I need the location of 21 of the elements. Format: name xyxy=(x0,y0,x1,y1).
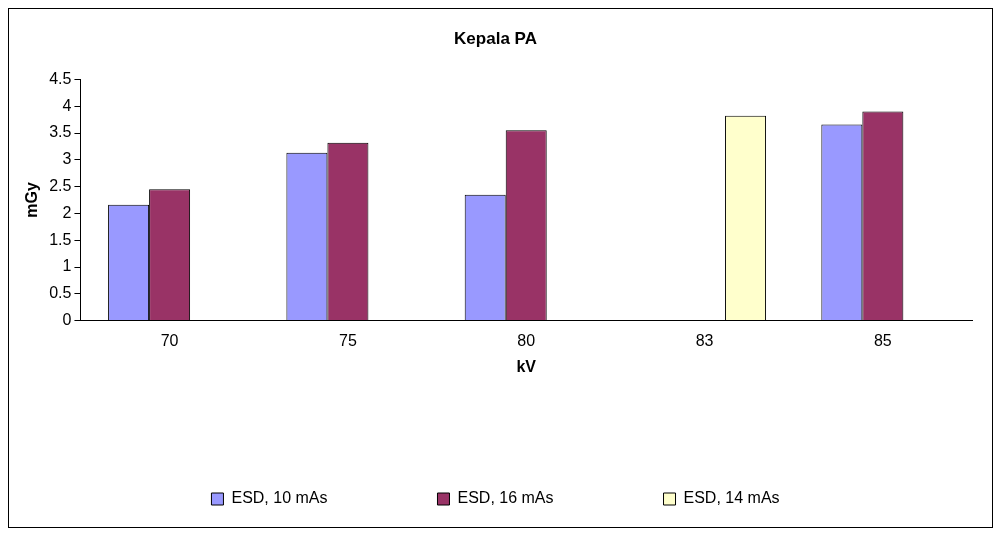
x-tick-label: 80 xyxy=(517,331,536,349)
y-tick-label: 2.5 xyxy=(49,177,72,195)
y-tick-label: 4 xyxy=(62,96,72,114)
y-axis-title: mGy xyxy=(23,182,41,218)
y-tick-label: 1.5 xyxy=(49,230,72,248)
y-tick-label: 4.5 xyxy=(49,69,72,87)
legend-label: ESD, 16 mAs xyxy=(457,489,554,507)
y-tick-label: 2 xyxy=(62,203,72,221)
chart-title: Kepala PA xyxy=(454,28,537,48)
x-tick-label: 83 xyxy=(695,331,714,349)
x-tick-label: 75 xyxy=(339,331,357,349)
legend-label: ESD, 10 mAs xyxy=(231,489,328,507)
x-tick-label: 70 xyxy=(160,331,179,349)
y-tick-label: 3 xyxy=(62,150,72,168)
y-tick-label: 0.5 xyxy=(49,284,72,302)
x-axis-title: kV xyxy=(516,357,537,375)
y-tick-label: 3.5 xyxy=(49,123,72,141)
x-tick-label: 85 xyxy=(873,331,892,349)
legend-label: ESD, 14 mAs xyxy=(683,489,780,507)
y-tick-label: 0 xyxy=(62,311,72,329)
y-tick-label: 1 xyxy=(62,257,72,275)
